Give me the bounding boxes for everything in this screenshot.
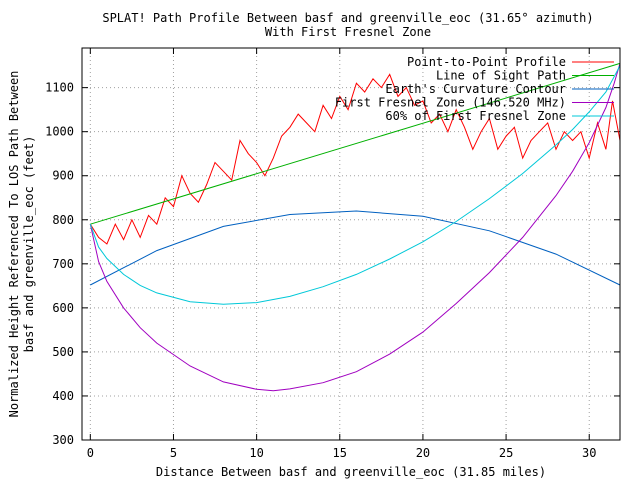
y-tick-label: 300 <box>52 433 74 447</box>
series-line-point-to-point-profile <box>89 73 621 245</box>
x-tick-label: 30 <box>582 446 596 460</box>
tick-layer: 0 5 10 15 20 25 30 300 400 500 600 700 800 900 1000 110… <box>45 48 620 460</box>
x-tick-label: 15 <box>333 446 347 460</box>
legend-label-point-to-point-profile: Point-to-Point Profile <box>407 55 566 69</box>
legend-label-line-of-sight-path: Line of Sight Path <box>436 69 566 83</box>
x-tick-label: 0 <box>87 446 94 460</box>
legend-label-first-fresnel-zone-146-520-mhz: First Fresnel Zone (146.520 MHz) <box>335 96 566 110</box>
series-line-60-of-first-fresnel-zone <box>89 65 621 305</box>
x-tick-label: 10 <box>249 446 263 460</box>
y-axis-label-line2: basf and greenville_eoc (feet) <box>22 136 36 353</box>
series-line-first-fresnel-zone-146-520-mhz <box>89 63 621 392</box>
chart-subtitle: With First Fresnel Zone <box>265 25 431 39</box>
x-tick-label: 5 <box>170 446 177 460</box>
x-tick-label: 25 <box>499 446 513 460</box>
legend-label-60-of-first-fresnel-zone: 60% of First Fresnel Zone <box>385 109 566 123</box>
y-tick-label: 400 <box>52 389 74 403</box>
y-tick-label: 900 <box>52 169 74 183</box>
y-tick-label: 800 <box>52 213 74 227</box>
y-tick-label: 1000 <box>45 125 74 139</box>
y-axis-label-line1: Normalized Height Referenced To LOS Path… <box>7 71 21 418</box>
y-tick-label: 600 <box>52 301 74 315</box>
series-line-line-of-sight-path <box>90 62 621 225</box>
x-axis-label: Distance Between basf and greenville_eoc… <box>156 465 546 479</box>
chart-title: SPLAT! Path Profile Between basf and gre… <box>102 11 593 25</box>
x-tick-label: 20 <box>416 446 430 460</box>
series-layer <box>89 62 621 392</box>
plot-frame <box>81 47 621 441</box>
y-tick-label: 500 <box>52 345 74 359</box>
y-tick-label: 1100 <box>45 81 74 95</box>
legend-label-earth-s-curvature-contour: Earth's Curvature Contour <box>385 82 566 96</box>
y-tick-label: 700 <box>52 257 74 271</box>
series-line-earth-s-curvature-contour <box>90 210 621 286</box>
